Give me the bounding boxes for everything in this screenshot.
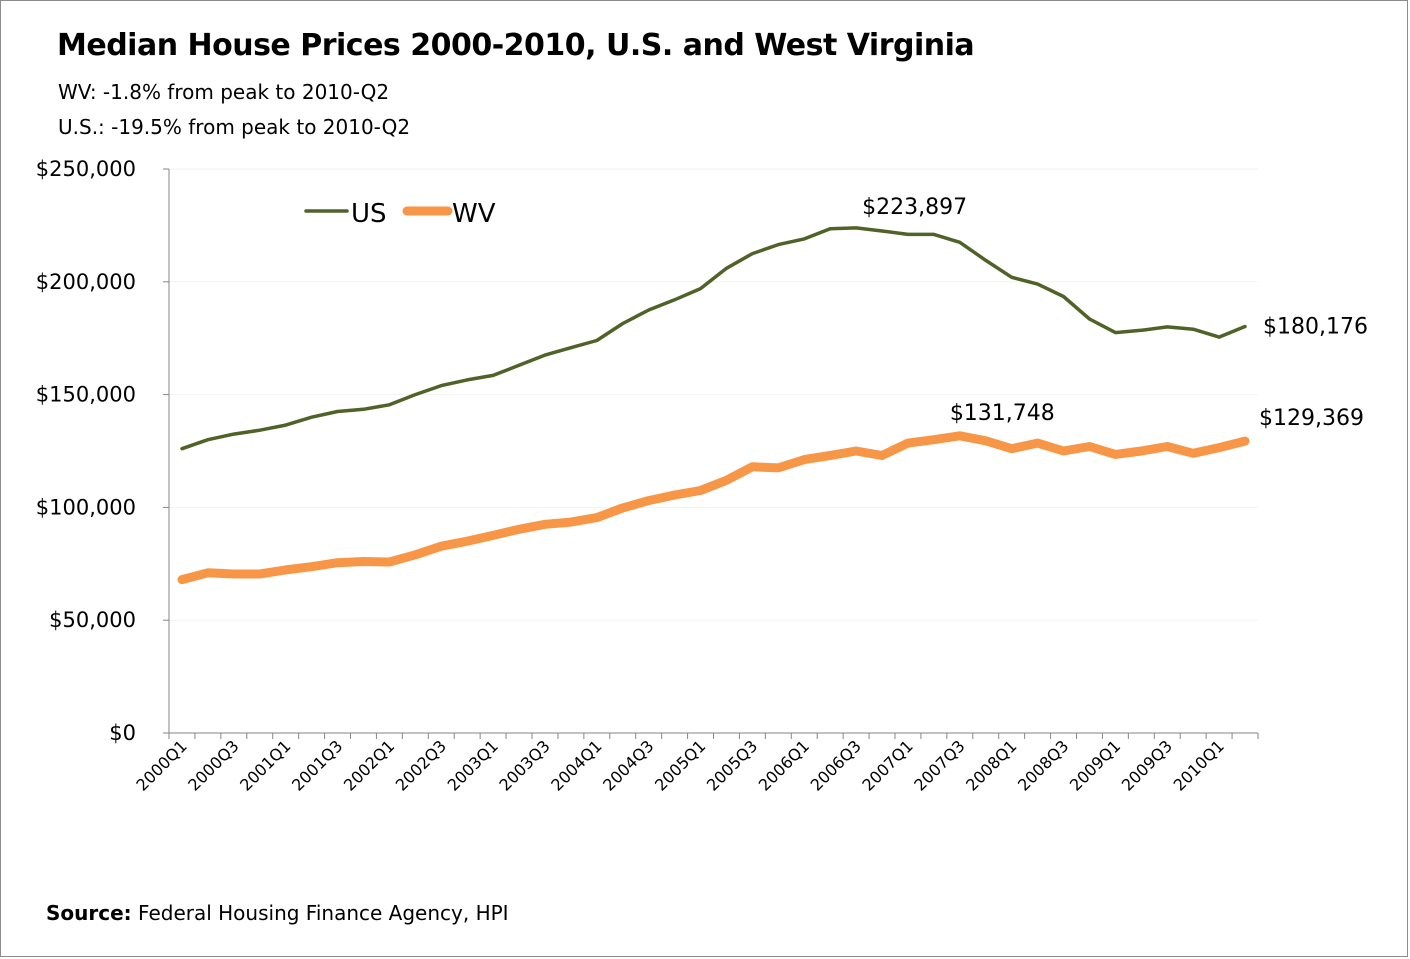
- source-note: Source: Federal Housing Finance Agency, …: [46, 901, 509, 925]
- source-label: Source:: [46, 901, 132, 925]
- data-label: $129,369: [1259, 406, 1364, 431]
- chart-title: Median House Prices 2000-2010, U.S. and …: [57, 28, 975, 63]
- x-tick-label: 2001Q1: [236, 736, 294, 794]
- subtitle-us: U.S.: -19.5% from peak to 2010-Q2: [58, 115, 411, 139]
- gridlines: [169, 168, 1258, 621]
- source-text: Federal Housing Finance Agency, HPI: [131, 901, 509, 925]
- x-tick-label: 2005Q3: [703, 736, 761, 794]
- x-tick-labels: 2000Q12000Q32001Q12001Q32002Q12002Q32003…: [132, 736, 1227, 794]
- x-tick-label: 2000Q3: [184, 736, 242, 794]
- x-tick-label: 2010Q1: [1170, 736, 1228, 794]
- x-tick-label: 2002Q3: [392, 736, 450, 794]
- x-tick-label: 2004Q1: [547, 736, 605, 794]
- series-line-wv: [177, 431, 1250, 585]
- legend-label-us: US: [351, 199, 387, 229]
- legend-label-wv: WV: [452, 199, 496, 229]
- y-tick-label: $0: [109, 721, 136, 745]
- data-annotations: $223,897 $180,176 $131,748 $129,369: [862, 195, 1368, 431]
- x-tick-label: 2005Q1: [651, 736, 709, 794]
- subtitle-wv: WV: -1.8% from peak to 2010-Q2: [58, 80, 390, 104]
- x-tick-label: 2009Q1: [1066, 736, 1124, 794]
- legend: US WV: [304, 199, 496, 229]
- x-tick-label: 2008Q3: [1014, 736, 1072, 794]
- series-lines: [177, 226, 1250, 585]
- data-label: $180,176: [1263, 315, 1368, 340]
- x-tick-label: 2000Q1: [132, 736, 190, 794]
- x-tick-label: 2007Q1: [858, 736, 916, 794]
- data-label: $223,897: [862, 195, 967, 220]
- y-tick-labels: $0 $50,000 $100,000 $150,000 $200,000 $250,00…: [36, 157, 136, 745]
- x-tick-label: 2002Q1: [340, 736, 398, 794]
- x-tick-label: 2008Q1: [962, 736, 1020, 794]
- y-tick-label: $200,000: [36, 270, 136, 294]
- data-label: $131,748: [950, 401, 1055, 426]
- axes: [163, 168, 1259, 739]
- y-tick-label: $100,000: [36, 495, 136, 519]
- x-tick-label: 2006Q1: [755, 736, 813, 794]
- series-line-us: [180, 226, 1247, 451]
- x-tick-label: 2001Q3: [288, 736, 346, 794]
- y-tick-label: $50,000: [49, 608, 136, 632]
- x-tick-label: 2006Q3: [807, 736, 865, 794]
- y-tick-label: $150,000: [36, 383, 136, 407]
- y-tick-label: $250,000: [36, 157, 136, 181]
- x-tick-label: 2003Q1: [444, 736, 502, 794]
- x-tick-label: 2004Q3: [599, 736, 657, 794]
- x-tick-label: 2003Q3: [495, 736, 553, 794]
- x-tick-label: 2007Q3: [910, 736, 968, 794]
- x-tick-label: 2009Q3: [1118, 736, 1176, 794]
